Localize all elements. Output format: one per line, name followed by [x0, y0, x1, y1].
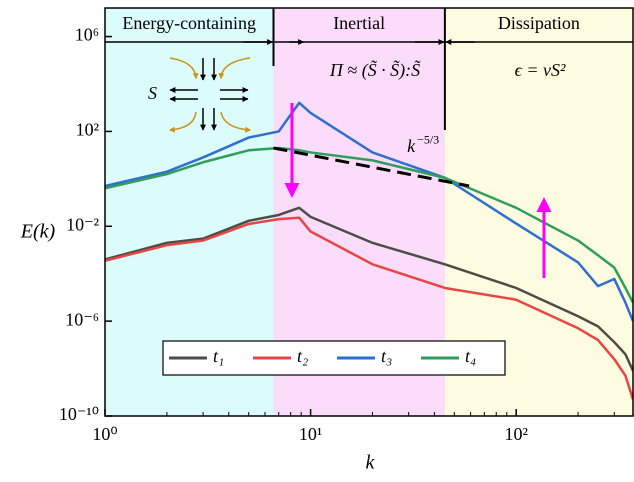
sketch-arrow	[169, 57, 199, 80]
y-tick-label: 10⁻⁶	[65, 309, 99, 329]
y-axis-label: E(k)	[20, 221, 56, 243]
x-tick-label: 10⁰	[92, 424, 117, 444]
region-name: Inertial	[333, 13, 385, 33]
series-line	[105, 206, 633, 372]
regions	[105, 8, 633, 416]
sketch-arrow	[220, 111, 252, 133]
series-line	[105, 216, 633, 400]
x-tick-label: 10²	[504, 424, 527, 444]
strain-sketch	[168, 57, 252, 133]
series-line	[105, 146, 633, 304]
legend-label: t₂	[297, 346, 308, 366]
plot-area	[105, 101, 633, 400]
region-name: Energy-containing	[122, 13, 256, 33]
slope-exponent: −5/3	[417, 133, 439, 147]
inset-label: S	[148, 83, 157, 103]
legend-label: t₄	[465, 346, 476, 366]
sketch-arrow	[218, 57, 251, 80]
y-tick-label: 10⁻¹⁰	[59, 404, 99, 424]
foreground: Energy-containing Inertial Dissipation k −5/…	[59, 7, 634, 444]
y-tick-label: 10⁻²	[66, 214, 99, 234]
legend-label: t₃	[381, 346, 392, 366]
x-tick-label: 10¹	[299, 424, 322, 444]
plot-frame	[104, 7, 634, 417]
x-axis-label: k	[366, 452, 376, 474]
slope-label: k	[407, 136, 416, 156]
series-line	[105, 101, 633, 322]
y-tick-label: 10²	[76, 120, 99, 140]
inertial-equation: Π ≈ (S̃ · S̃):S̃	[329, 60, 422, 81]
slope-line	[273, 146, 470, 188]
region-name: Dissipation	[498, 13, 580, 33]
dissipation-equation: ϵ = νS²	[515, 60, 566, 80]
legend-label: t₁	[213, 346, 224, 366]
sketch-arrow	[168, 111, 197, 133]
y-tick-label: 10⁶	[75, 25, 99, 45]
